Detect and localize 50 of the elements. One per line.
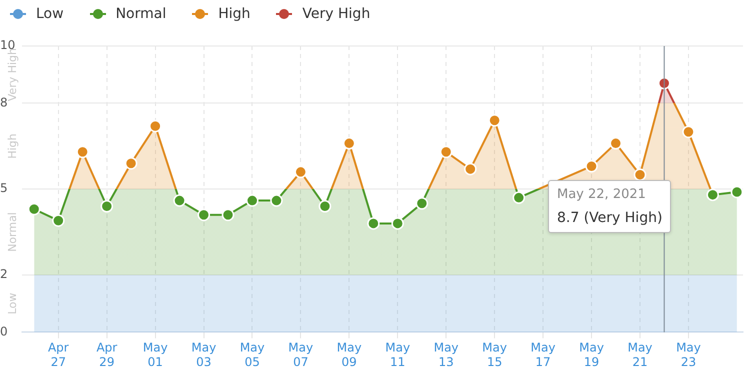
y-tick-label: 5 xyxy=(0,181,8,196)
x-tick-label: May 03 xyxy=(191,340,216,369)
point xyxy=(464,162,477,176)
point xyxy=(512,191,526,204)
point xyxy=(391,217,404,230)
point xyxy=(416,197,428,210)
point xyxy=(222,208,234,222)
point xyxy=(585,160,598,172)
legend-label: Very High xyxy=(302,6,370,22)
legend-label: High xyxy=(218,6,250,22)
point xyxy=(173,194,186,207)
x-tick-label: May 09 xyxy=(336,340,362,369)
point xyxy=(488,114,501,127)
point xyxy=(318,200,332,213)
point xyxy=(294,166,307,178)
x-tick-label: Apr 29 xyxy=(96,340,118,369)
point xyxy=(198,208,210,222)
x-tick-label: May 11 xyxy=(385,340,410,369)
point xyxy=(706,188,719,202)
y-tick-label: 0 xyxy=(0,324,8,338)
point xyxy=(634,168,646,182)
point xyxy=(52,214,65,227)
x-tick-label: May 01 xyxy=(142,340,168,369)
y-tick-label: 8 xyxy=(0,95,8,110)
point xyxy=(28,202,40,216)
tooltip-box: May 22, 2021 8.7 (Very High) xyxy=(548,180,672,233)
point xyxy=(440,146,452,158)
point xyxy=(124,157,138,170)
point xyxy=(100,200,114,213)
x-tick-label: May 19 xyxy=(579,340,604,369)
x-tick-label: May 13 xyxy=(434,340,459,369)
point xyxy=(270,194,283,207)
point xyxy=(246,194,258,207)
y-tick-label: 2 xyxy=(0,267,8,282)
point xyxy=(342,137,356,150)
x-tick-label: May 05 xyxy=(240,340,265,369)
x-tick-label: May 07 xyxy=(288,340,314,369)
annotation: May 22, 2021 8.7 (Very High) xyxy=(557,187,662,226)
legend-label: Normal xyxy=(116,6,166,22)
x-tick-label: May 17 xyxy=(530,340,556,369)
legend-label: Low xyxy=(36,6,64,22)
point xyxy=(149,120,162,132)
point xyxy=(76,146,89,158)
point xyxy=(730,186,743,198)
x-tick-label: May 15 xyxy=(482,340,507,369)
x-tick-label: Apr 27 xyxy=(48,340,69,369)
x-tick-label: May 21 xyxy=(628,340,652,369)
x-tick-label: May 23 xyxy=(676,340,701,369)
point xyxy=(367,217,380,230)
point xyxy=(682,126,695,138)
